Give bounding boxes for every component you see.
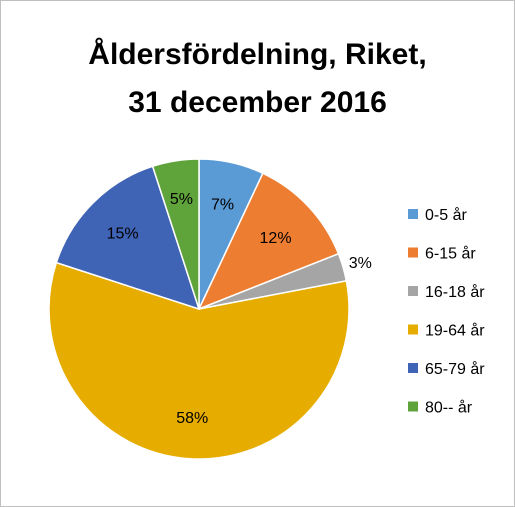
data-label-1: 12% <box>260 230 292 247</box>
legend-swatch-1 <box>408 247 418 258</box>
legend-swatch-2 <box>408 286 418 296</box>
legend-swatch-3 <box>408 324 418 335</box>
chart-title-line-2: 31 december 2016 <box>128 86 387 119</box>
legend-swatch-4 <box>408 363 418 373</box>
legend-label-4: 65-79 år <box>425 360 485 378</box>
data-label-4: 15% <box>107 226 139 243</box>
pie-slice-3 <box>48 261 350 460</box>
legend-label-0: 0-5 år <box>425 206 467 224</box>
legend-swatch-5 <box>408 401 418 412</box>
chart-title: Åldersfördelning, Riket, 31 december 201… <box>1 31 514 127</box>
legend-label-5: 80-- år <box>425 399 473 417</box>
legend-label-2: 16-18 år <box>425 283 485 301</box>
pie-slices <box>48 158 350 460</box>
legend: 0-5 år 6-15 år 16-18 år 19-64 år 65-79 år 80-… <box>408 206 485 417</box>
data-label-3: 58% <box>176 410 208 427</box>
data-label-2: 3% <box>349 255 372 272</box>
legend-swatch-0 <box>408 209 418 219</box>
pie-slice-4 <box>55 165 201 311</box>
data-label-5: 5% <box>170 191 193 208</box>
pie-slice-5 <box>151 158 200 310</box>
pie-slice-1 <box>197 172 340 311</box>
data-label-0: 7% <box>211 197 234 214</box>
legend-label-1: 6-15 år <box>425 245 476 263</box>
chart-title-line-1: Åldersfördelning, Riket, <box>88 38 427 71</box>
pie-data-labels: 7% 12% 3% 58% 15% 5% <box>107 191 372 427</box>
legend-label-3: 19-64 år <box>425 322 485 340</box>
